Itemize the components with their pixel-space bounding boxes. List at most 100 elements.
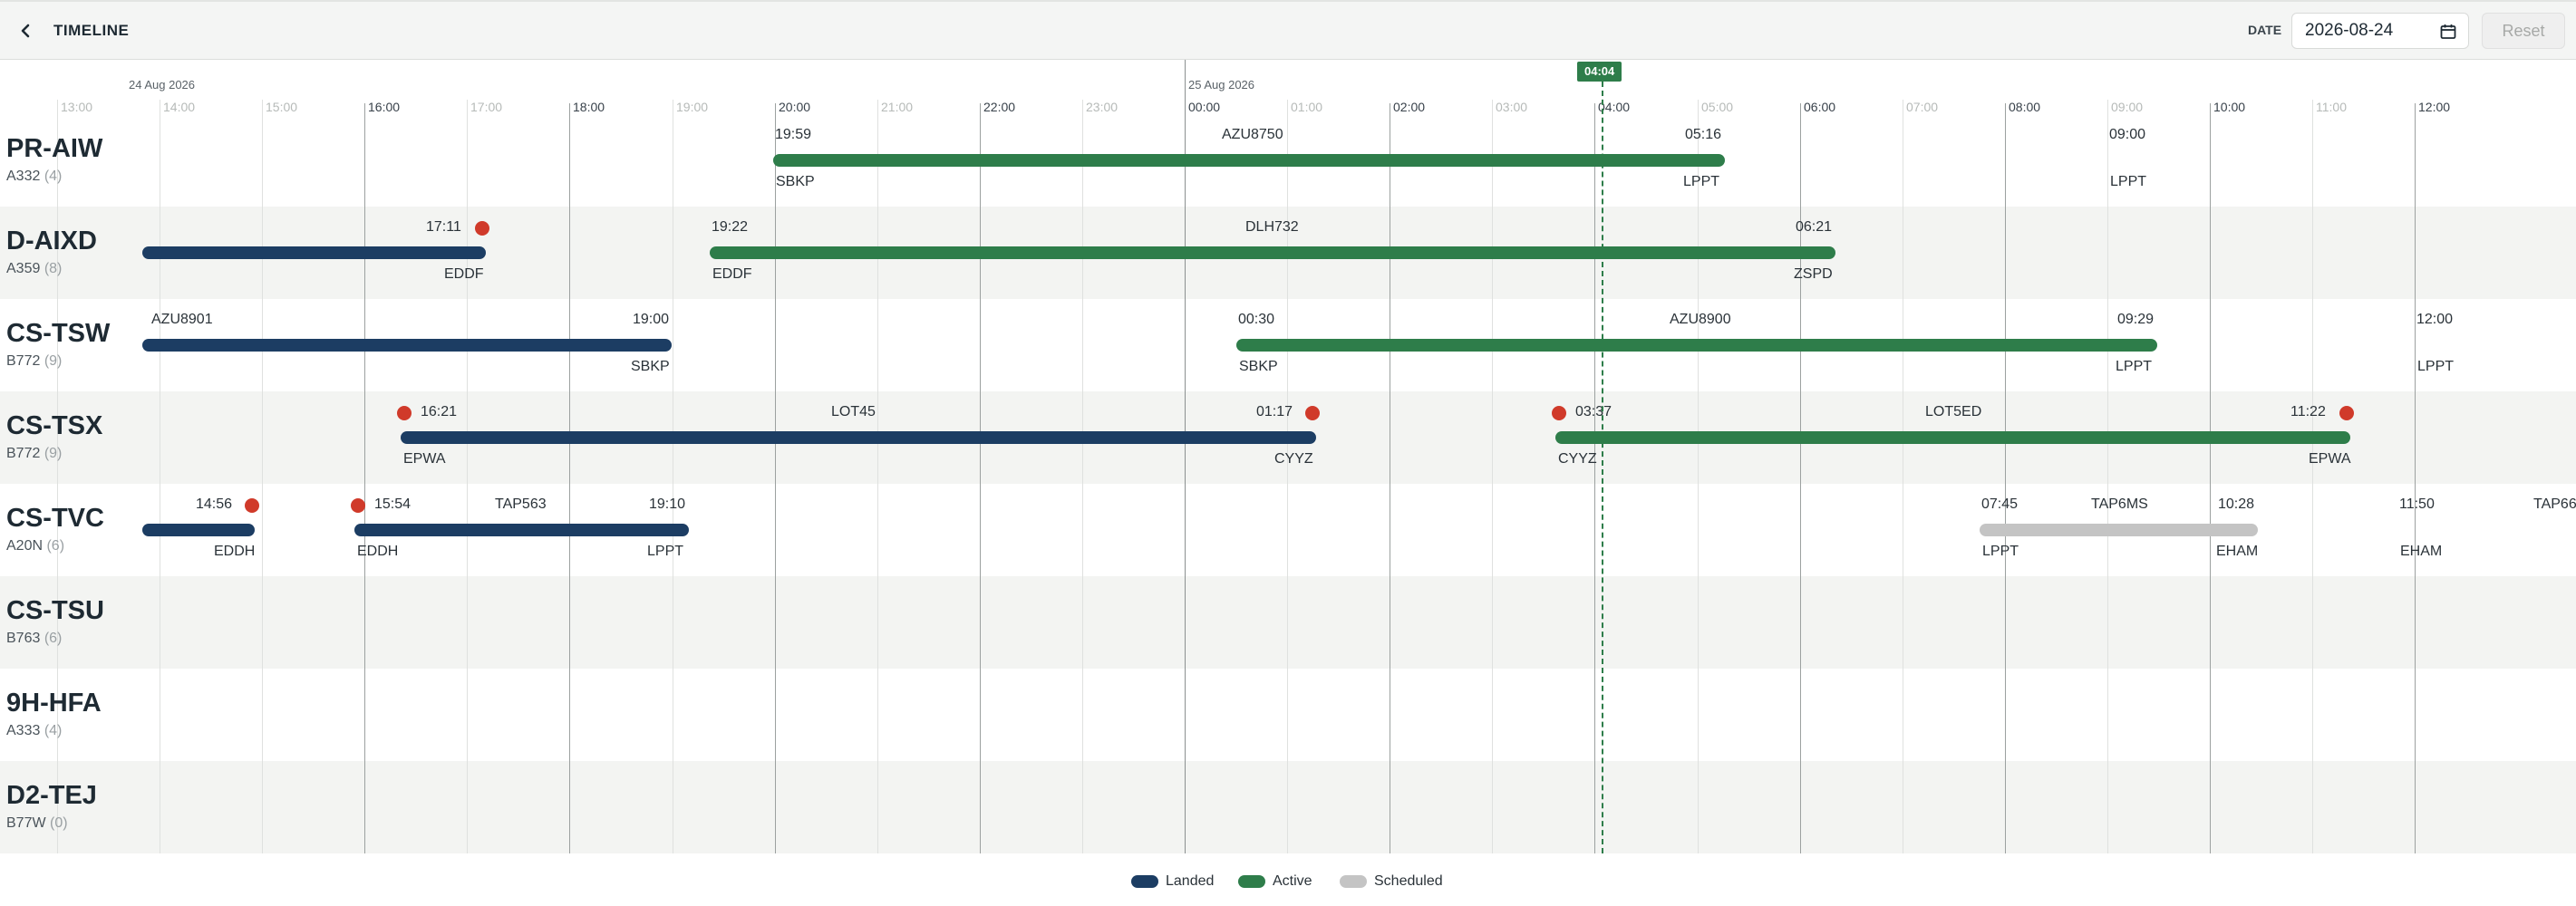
arrival-airport: EDDH	[214, 544, 256, 559]
hour-tick-label: 11:00	[2316, 100, 2347, 114]
arrival-time: 19:10	[649, 496, 686, 512]
hour-gridline	[569, 103, 570, 853]
flight-number: TAP66	[2533, 496, 2576, 512]
calendar-icon[interactable]	[2439, 23, 2457, 41]
aircraft-type: B77W (0)	[6, 815, 68, 832]
hour-tick-label: 23:00	[1086, 100, 1119, 114]
flight-bar-active[interactable]	[773, 154, 1725, 167]
aircraft-type-code: B772	[6, 353, 44, 369]
aircraft-registration[interactable]: D-AIXD	[6, 226, 97, 255]
aircraft-type-code: B772	[6, 446, 44, 461]
departure-time: 11:50	[2399, 496, 2435, 512]
hour-tick-label: 09:00	[2111, 100, 2144, 114]
aircraft-type-code: A359	[6, 261, 44, 276]
top-bar: TIMELINE DATE 2026-08-24 Reset	[0, 0, 2576, 60]
departure-time: 12:00	[2416, 312, 2454, 327]
arrival-airport: LPPT	[647, 544, 684, 559]
hour-gridline	[1287, 100, 1288, 853]
legend-swatch	[1131, 875, 1158, 888]
hour-tick-label: 04:00	[1598, 100, 1631, 114]
day-divider	[1185, 60, 1186, 853]
current-time-line	[1602, 82, 1603, 853]
hour-tick-label: 19:00	[676, 100, 709, 114]
aircraft-row	[0, 576, 2576, 669]
flight-bar-landed[interactable]	[142, 339, 672, 352]
flight-bar-active[interactable]	[1236, 339, 2157, 352]
page-title: TIMELINE	[53, 22, 130, 39]
departure-airport: SBKP	[1239, 359, 1278, 374]
delay-indicator	[351, 498, 365, 513]
hour-gridline	[2415, 103, 2416, 853]
departure-time: 00:30	[1238, 312, 1275, 327]
arrival-airport: EHAM	[2216, 544, 2259, 559]
aircraft-type-code: A20N	[6, 538, 47, 554]
aircraft-type: B772 (9)	[6, 353, 62, 370]
flight-count: (6)	[46, 538, 65, 554]
flight-bar-landed[interactable]	[142, 524, 255, 536]
aircraft-registration[interactable]: CS-TVC	[6, 504, 104, 533]
departure-time: 19:22	[712, 219, 749, 235]
hour-gridline	[2312, 100, 2313, 853]
departure-time: 19:59	[775, 127, 812, 142]
reset-button[interactable]: Reset	[2482, 13, 2565, 49]
date-input[interactable]: 2026-08-24	[2291, 13, 2469, 49]
flight-count: (6)	[44, 631, 63, 646]
day-label: 25 Aug 2026	[1188, 78, 1255, 92]
arrival-time: 14:56	[196, 496, 233, 512]
back-button[interactable]	[13, 18, 38, 43]
flight-number: AZU8900	[1670, 312, 1731, 327]
flight-bar-landed[interactable]	[354, 524, 689, 536]
legend: Landed Active Scheduled	[0, 853, 2576, 906]
hour-gridline	[877, 100, 878, 853]
aircraft-registration[interactable]: CS-TSX	[6, 411, 103, 440]
legend-label: Landed	[1166, 873, 1215, 889]
hour-tick-label: 21:00	[881, 100, 914, 114]
hour-tick-label: 22:00	[983, 100, 1016, 114]
arrival-airport: LPPT	[2116, 359, 2153, 374]
aircraft-registration[interactable]: D2-TEJ	[6, 781, 97, 810]
hour-tick-label: 10:00	[2213, 100, 2246, 114]
hour-gridline	[364, 103, 365, 853]
aircraft-type: B763 (6)	[6, 631, 62, 647]
flight-bar-scheduled[interactable]	[1980, 524, 2258, 536]
flight-number: TAP563	[495, 496, 547, 512]
departure-airport: LPPT	[1982, 544, 2019, 559]
arrival-time: 09:29	[2117, 312, 2155, 327]
arrival-airport: LPPT	[1683, 174, 1720, 189]
flight-bar-landed[interactable]	[401, 431, 1316, 444]
flight-count: (0)	[50, 815, 68, 831]
hour-tick-label: 16:00	[368, 100, 401, 114]
arrival-time: 19:00	[633, 312, 670, 327]
delay-indicator	[2339, 406, 2354, 420]
delay-indicator	[475, 221, 489, 236]
aircraft-registration[interactable]: CS-TSW	[6, 319, 111, 348]
hour-gridline	[980, 103, 981, 853]
hour-gridline	[2005, 103, 2006, 853]
hour-tick-label: 12:00	[2418, 100, 2451, 114]
flight-bar-active[interactable]	[710, 246, 1835, 259]
flight-number: LOT45	[831, 404, 876, 419]
aircraft-registration[interactable]: 9H-HFA	[6, 689, 102, 718]
aircraft-type: A333 (4)	[6, 723, 62, 739]
hour-gridline	[2210, 103, 2211, 853]
aircraft-type-code: B763	[6, 631, 44, 646]
aircraft-registration[interactable]: CS-TSU	[6, 596, 104, 625]
delay-indicator	[1552, 406, 1566, 420]
arrival-time: 05:16	[1685, 127, 1722, 142]
legend-item-landed: Landed	[1131, 873, 1214, 890]
aircraft-registration[interactable]: PR-AIW	[6, 134, 103, 163]
hour-gridline	[1594, 103, 1595, 853]
flight-bar-landed[interactable]	[142, 246, 486, 259]
arrival-time: 01:17	[1256, 404, 1293, 419]
flight-count: (9)	[44, 353, 63, 369]
aircraft-type: A20N (6)	[6, 538, 64, 554]
flight-number: DLH732	[1245, 219, 1299, 235]
current-time-badge: 04:04	[1577, 62, 1622, 82]
hour-gridline	[262, 100, 263, 853]
departure-time: 09:00	[2109, 127, 2146, 142]
flight-bar-active[interactable]	[1555, 431, 2350, 444]
hour-tick-label: 00:00	[1188, 100, 1221, 114]
departure-airport: LPPT	[2110, 174, 2147, 189]
legend-label: Active	[1273, 873, 1312, 889]
flight-number: TAP6MS	[2091, 496, 2148, 512]
